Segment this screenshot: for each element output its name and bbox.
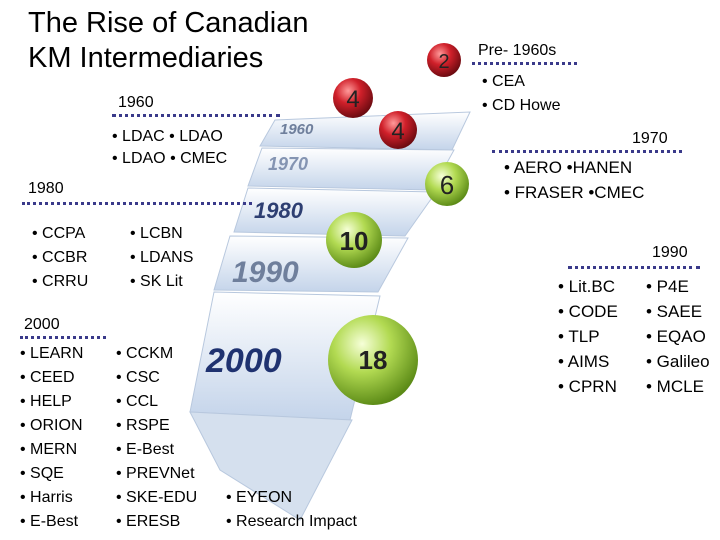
list-item: • CEA bbox=[482, 73, 525, 90]
list-1970: • AERO •HANEN • FRASER •CMEC bbox=[504, 155, 644, 205]
heading-1980: 1980 bbox=[28, 180, 64, 197]
list-item: • RSPE bbox=[116, 417, 170, 434]
list-item: • CCL bbox=[116, 393, 159, 410]
list-item: • Galileo bbox=[646, 352, 710, 371]
ball-count-1970: 4 bbox=[391, 118, 404, 145]
list-item: • E-Best bbox=[116, 441, 175, 458]
ball-count-1990: 10 bbox=[340, 226, 369, 256]
divider-pre1960 bbox=[472, 62, 577, 65]
list-item: • PREVNet bbox=[116, 465, 195, 482]
count-balls: 2 4 4 6 10 18 bbox=[326, 43, 469, 405]
list-item: • AIMS bbox=[558, 352, 610, 371]
list-item: • FRASER •CMEC bbox=[504, 183, 645, 202]
divider-1970 bbox=[492, 150, 682, 153]
list-item: • LDANS bbox=[130, 249, 194, 266]
stair-label-2000: 2000 bbox=[205, 342, 282, 380]
list-1980-col2: • LCBN • LDANS • SK Lit bbox=[130, 222, 193, 294]
list-item: • SAEE bbox=[646, 302, 703, 321]
ball-2000: 18 bbox=[328, 315, 418, 405]
list-1960: • LDAC • LDAO • LDAO • CMEC bbox=[112, 126, 227, 170]
divider-1980 bbox=[22, 202, 252, 205]
list-item: • MCLE bbox=[646, 377, 704, 396]
divider-1990 bbox=[568, 266, 700, 269]
list-item: • Research Impact bbox=[226, 513, 357, 530]
list-item: • MERN bbox=[20, 441, 78, 458]
list-item: • CEED bbox=[20, 369, 75, 386]
list-item: • Harris bbox=[20, 489, 73, 506]
stair-label-1990: 1990 bbox=[232, 256, 299, 289]
list-2000-col1: • LEARN • CEED • HELP • ORION • MERN • S… bbox=[20, 342, 83, 534]
ball-1990: 10 bbox=[326, 212, 382, 268]
list-item: • CCKM bbox=[116, 345, 174, 362]
stair-label-1970: 1970 bbox=[268, 154, 308, 174]
stair-labels: 1960 1970 1980 1990 2000 bbox=[205, 121, 314, 380]
list-item: • LDAC • LDAO bbox=[112, 128, 223, 145]
ball-1980: 6 bbox=[425, 162, 469, 206]
title-line-1: The Rise of Canadian bbox=[28, 7, 309, 39]
list-item: • Lit.BC bbox=[558, 277, 615, 296]
list-item: • CPRN bbox=[558, 377, 617, 396]
list-item: • LDAO • CMEC bbox=[112, 150, 228, 167]
list-item: • HELP bbox=[20, 393, 72, 410]
list-item: • LEARN bbox=[20, 345, 84, 362]
list-item: • AERO •HANEN bbox=[504, 158, 633, 177]
title-line-2: KM Intermediaries bbox=[28, 42, 264, 74]
page-title: The Rise of Canadian KM Intermediaries bbox=[28, 6, 309, 76]
list-item: • CODE bbox=[558, 302, 618, 321]
ball-pre1960: 2 bbox=[427, 43, 461, 77]
list-item: • CCPA bbox=[32, 225, 86, 242]
list-item: • SKE-EDU bbox=[116, 489, 198, 506]
list-item: • EQAO bbox=[646, 327, 706, 346]
list-item: • ORION bbox=[20, 417, 83, 434]
list-item: • CCBR bbox=[32, 249, 88, 266]
list-item: • E-Best bbox=[20, 513, 79, 530]
ball-1960: 4 bbox=[333, 78, 373, 118]
list-2000-col2: • CCKM • CSC • CCL • RSPE • E-Best • PRE… bbox=[116, 342, 197, 534]
ball-1970: 4 bbox=[379, 111, 417, 149]
heading-1970: 1970 bbox=[632, 130, 668, 147]
list-item: • CD Howe bbox=[482, 97, 561, 114]
heading-1990: 1990 bbox=[652, 244, 688, 261]
list-item: • EYEON bbox=[226, 489, 293, 506]
list-pre1960: • CEA • CD Howe bbox=[482, 70, 561, 118]
list-1990-col1: • Lit.BC • CODE • TLP • AIMS • CPRN bbox=[558, 274, 618, 399]
stair-label-1960: 1960 bbox=[280, 121, 314, 138]
heading-pre1960: Pre- 1960s bbox=[478, 42, 557, 59]
list-1980-col1: • CCPA • CCBR • CRRU bbox=[32, 222, 88, 294]
list-item: • CSC bbox=[116, 369, 160, 386]
list-2000-col3: • EYEON • Research Impact bbox=[226, 486, 357, 534]
list-item: • SK Lit bbox=[130, 273, 183, 290]
divider-2000 bbox=[20, 336, 106, 339]
list-item: • P4E bbox=[646, 277, 689, 296]
list-item: • ERESB bbox=[116, 513, 181, 530]
ball-count-2000: 18 bbox=[359, 345, 388, 375]
divider-1960 bbox=[112, 114, 280, 117]
list-item: • TLP bbox=[558, 327, 600, 346]
list-item: • CRRU bbox=[32, 273, 89, 290]
heading-2000: 2000 bbox=[24, 316, 60, 333]
list-item: • SQE bbox=[20, 465, 64, 482]
ball-count-1980: 6 bbox=[440, 170, 454, 200]
stair-label-1980: 1980 bbox=[254, 198, 304, 223]
list-1990-col2: • P4E • SAEE • EQAO • Galileo • MCLE bbox=[646, 274, 710, 399]
ball-count-1960: 4 bbox=[346, 86, 359, 113]
ball-count-pre1960: 2 bbox=[438, 51, 449, 73]
list-item: • LCBN bbox=[130, 225, 183, 242]
heading-1960: 1960 bbox=[118, 94, 154, 111]
